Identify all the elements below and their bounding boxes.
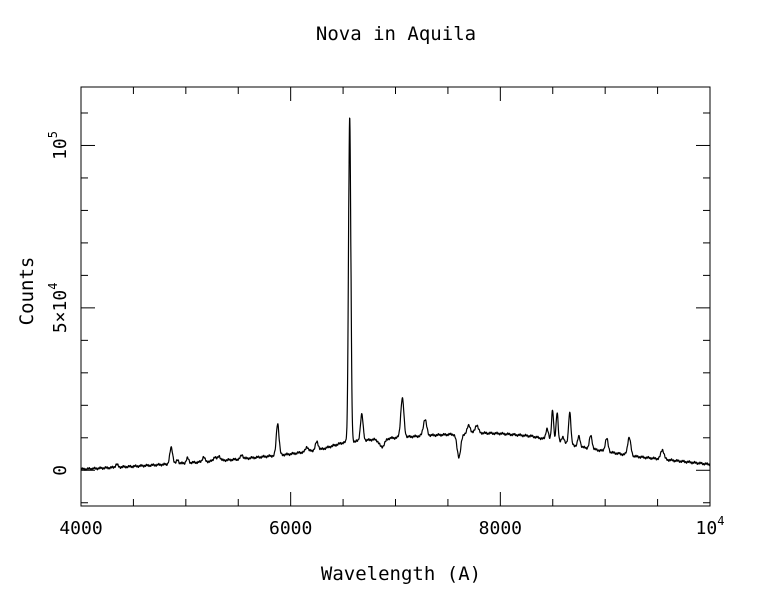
- plot-frame: [80, 86, 711, 507]
- x-tick-labels: 4000 6000 8000 104: [59, 514, 724, 539]
- spectrum-line: [80, 117, 711, 471]
- x-tick-label: 4000: [59, 518, 102, 539]
- x-axis-title: Wavelength (A): [321, 563, 481, 585]
- y-tick-label: 5×104: [46, 283, 71, 334]
- y-tick-labels: 0 5×104 105: [46, 131, 71, 476]
- x-tick-label: 6000: [269, 518, 312, 539]
- chart-title: Nova in Aquila: [316, 23, 476, 45]
- axis-ticks: [80, 87, 711, 506]
- x-tick-label: 104: [696, 514, 725, 539]
- y-axis-title: Counts: [16, 257, 38, 326]
- x-tick-label: 8000: [479, 518, 522, 539]
- y-tick-label: 105: [46, 131, 71, 160]
- y-tick-label: 0: [50, 465, 71, 476]
